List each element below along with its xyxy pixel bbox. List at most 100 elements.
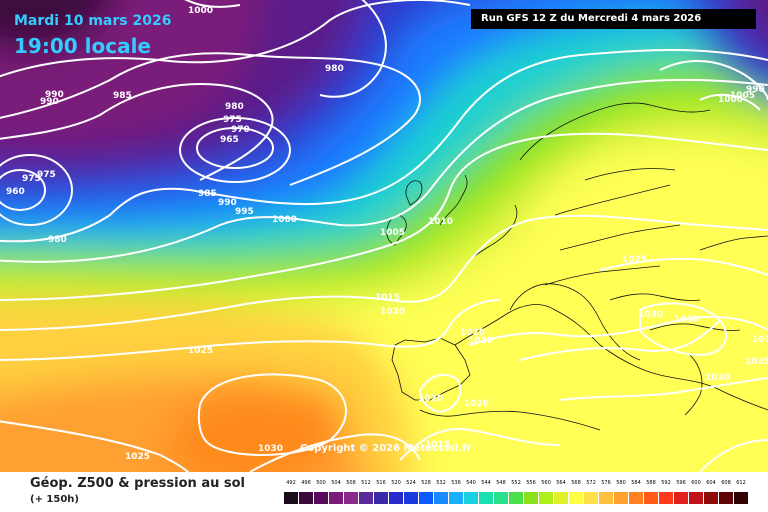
isobar-label: 1000 (272, 215, 297, 225)
legend-swatch (359, 492, 373, 504)
isobar-label: 990 (218, 198, 237, 208)
legend-label: 496 (301, 480, 311, 486)
isobar-label: 975 (22, 174, 41, 184)
legend-label: 588 (646, 480, 656, 486)
legend-label: 536 (451, 480, 461, 486)
legend-swatch (419, 492, 433, 504)
legend-label: 576 (601, 480, 611, 486)
legend-swatch (449, 492, 463, 504)
legend-swatch (329, 492, 343, 504)
legend-swatch (479, 492, 493, 504)
legend-swatch (719, 492, 733, 504)
legend-label: 500 (316, 480, 326, 486)
legend-label: 528 (421, 480, 431, 486)
legend-label: 596 (676, 480, 686, 486)
isobar-label: 1025 (622, 255, 647, 265)
legend-swatch (629, 492, 643, 504)
isobar-label: 1030 (258, 444, 283, 454)
isobar-label: 990 (746, 85, 765, 95)
isobar-label: 1000 (188, 6, 213, 16)
legend-label: 540 (466, 480, 476, 486)
legend-swatch (599, 492, 613, 504)
legend-swatch (464, 492, 478, 504)
legend-swatch (644, 492, 658, 504)
forecast-date: Mardi 10 mars 2026 (14, 13, 172, 29)
legend-swatch (584, 492, 598, 504)
isobar-label: 985 (198, 189, 217, 199)
run-banner: Run GFS 12 Z du Mercredi 4 mars 2026 (471, 9, 756, 29)
legend-label: 608 (721, 480, 731, 486)
isobar-label: 1020 (468, 336, 493, 346)
isobar-label: 970 (231, 125, 250, 135)
legend-label: 584 (631, 480, 641, 486)
legend-label: 504 (331, 480, 341, 486)
legend-swatch (734, 492, 748, 504)
legend-label: 516 (376, 480, 386, 486)
legend-label: 492 (286, 480, 296, 486)
legend-swatch (404, 492, 418, 504)
legend-label: 552 (511, 480, 521, 486)
legend-label: 512 (361, 480, 371, 486)
legend-swatch (299, 492, 313, 504)
isobar-label: 1020 (464, 399, 489, 409)
isobar-label: 975 (223, 115, 242, 125)
isobar-label: 985 (113, 91, 132, 101)
copyright-text: Copyright © 2026 Meteociel.fr (300, 443, 472, 454)
isobar-label: 1020 (460, 328, 485, 338)
isobar-label: 980 (48, 235, 67, 245)
isobar-label: 1020 (418, 394, 443, 404)
legend-label: 572 (586, 480, 596, 486)
legend-label: 544 (481, 480, 491, 486)
legend-swatch (284, 492, 298, 504)
legend-swatch (314, 492, 328, 504)
legend-swatch (659, 492, 673, 504)
legend-swatch (374, 492, 388, 504)
isobar-label: 1035 (745, 357, 768, 367)
footer-bar: Géop. Z500 & pression au sol (+ 150h) 49… (0, 472, 768, 512)
isobar-label: 1030 (705, 373, 730, 383)
legend-label: 556 (526, 480, 536, 486)
isobar-label: 1025 (125, 452, 150, 462)
legend-label: 508 (346, 480, 356, 486)
map-svg: 1000 980 985 990 990 960 975 975 980 975… (0, 0, 768, 472)
forecast-time: 19:00 locale (14, 34, 151, 58)
isobar-label: 960 (6, 187, 25, 197)
isobar-label: 1005 (380, 228, 405, 238)
legend-label: 604 (706, 480, 716, 486)
isobar-label: 1015 (375, 293, 400, 303)
isobar-label: 1030 (752, 335, 768, 345)
legend-swatch (614, 492, 628, 504)
legend-label: 580 (616, 480, 626, 486)
isobar-label: 990 (45, 90, 64, 100)
isobar-label: 995 (235, 207, 254, 217)
isobar-label: 1030 (638, 310, 663, 320)
legend-swatch (539, 492, 553, 504)
legend-swatch (689, 492, 703, 504)
isobar-label: 965 (220, 135, 239, 145)
chart-title: Géop. Z500 & pression au sol (30, 476, 245, 491)
legend-label: 612 (736, 480, 746, 486)
legend-swatch (569, 492, 583, 504)
forecast-map: 1000 980 985 990 990 960 975 975 980 975… (0, 0, 768, 472)
isobar-label: 1015 (425, 440, 450, 450)
chart-subtitle: (+ 150h) (30, 494, 79, 505)
isobar-label: 1000 (718, 95, 743, 105)
legend-swatch (674, 492, 688, 504)
legend-label: 564 (556, 480, 566, 486)
legend-swatch (434, 492, 448, 504)
legend-label: 532 (436, 480, 446, 486)
legend-swatch (494, 492, 508, 504)
isobar-label: 980 (325, 64, 344, 74)
isobar-labels: 1000 980 985 990 990 960 975 975 980 975… (6, 6, 768, 462)
isobar-label: 1030 (674, 315, 699, 325)
legend-swatch (344, 492, 358, 504)
legend-label: 548 (496, 480, 506, 486)
isobar-label: 1010 (428, 217, 453, 227)
isobar-label: 1020 (380, 307, 405, 317)
isobar-label: 990 (40, 97, 59, 107)
legend-label: 600 (691, 480, 701, 486)
legend-swatch (704, 492, 718, 504)
isobar-label: 1005 (730, 91, 755, 101)
legend-label: 520 (391, 480, 401, 486)
legend-swatch (554, 492, 568, 504)
